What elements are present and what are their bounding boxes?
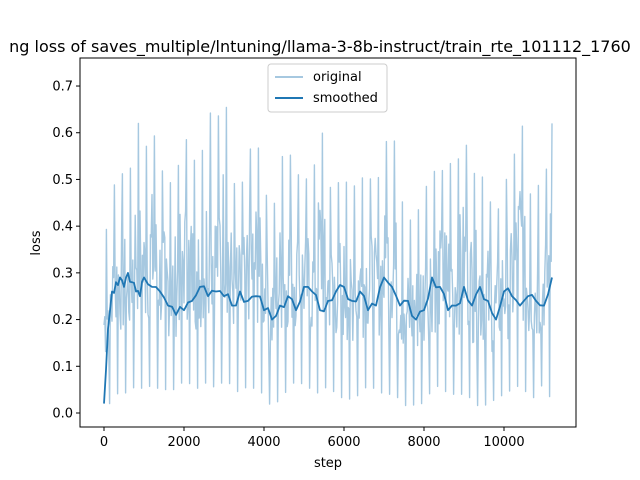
legend-label-smoothed: smoothed xyxy=(313,91,378,106)
legend: original smoothed xyxy=(267,63,388,113)
y-tick-label: 0.0 xyxy=(52,406,73,421)
y-tick-label: 0.7 xyxy=(52,80,73,95)
legend-label-original: original xyxy=(313,70,362,85)
series-line-smoothed xyxy=(103,271,553,404)
y-tick-label: 0.2 xyxy=(52,313,73,328)
series-line-original xyxy=(103,106,553,407)
plot-frame xyxy=(79,57,577,428)
y-tick-label: 0.6 xyxy=(52,126,73,141)
x-tick-label: 6000 xyxy=(327,435,360,450)
x-axis-label: step xyxy=(314,456,342,471)
chart-title: ng loss of saves_multiple/lntuning/llama… xyxy=(9,37,631,57)
y-axis-label: loss xyxy=(29,230,44,255)
axis-ticks: 0 2000 4000 6000 8000 10000 0.0 0.1 0.2 0.3 0.4 0.5… xyxy=(52,80,524,450)
plot-area xyxy=(103,106,553,407)
y-tick-label: 0.5 xyxy=(52,173,73,188)
y-tick-label: 0.1 xyxy=(52,360,73,375)
x-tick-label: 10000 xyxy=(483,435,524,450)
x-tick-label: 4000 xyxy=(247,435,280,450)
x-tick-label: 0 xyxy=(100,435,108,450)
y-tick-label: 0.4 xyxy=(52,220,73,235)
y-tick-label: 0.3 xyxy=(52,266,73,281)
x-tick-label: 8000 xyxy=(407,435,440,450)
x-tick-label: 2000 xyxy=(167,435,200,450)
